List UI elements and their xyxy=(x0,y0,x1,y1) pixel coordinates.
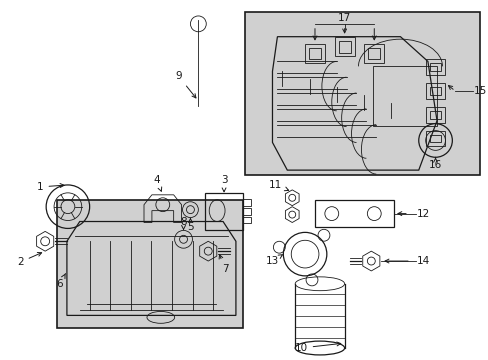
Text: 2: 2 xyxy=(17,252,41,267)
Bar xyxy=(243,208,250,215)
Bar xyxy=(308,48,320,59)
Text: 14: 14 xyxy=(416,256,429,266)
Bar xyxy=(244,12,479,175)
Bar xyxy=(314,200,393,228)
Bar xyxy=(338,41,350,53)
Bar xyxy=(334,37,354,57)
Bar xyxy=(429,87,441,95)
Bar xyxy=(429,63,441,71)
Text: 17: 17 xyxy=(337,13,350,23)
Text: 1: 1 xyxy=(37,182,64,192)
Text: 7: 7 xyxy=(219,255,228,274)
Bar xyxy=(305,44,324,63)
Text: 5: 5 xyxy=(187,219,193,233)
Bar xyxy=(429,135,441,143)
Text: 3: 3 xyxy=(220,175,227,192)
Bar xyxy=(425,131,445,147)
Bar xyxy=(243,217,250,224)
Bar xyxy=(364,44,384,63)
Text: 12: 12 xyxy=(416,208,429,219)
Bar xyxy=(429,111,441,119)
Text: 4: 4 xyxy=(153,175,162,191)
Bar xyxy=(367,48,380,59)
Bar xyxy=(243,199,250,206)
Text: 16: 16 xyxy=(428,157,441,170)
Bar xyxy=(425,107,445,123)
Text: 10: 10 xyxy=(294,342,340,353)
Text: 13: 13 xyxy=(265,255,282,266)
Bar xyxy=(205,193,243,230)
Text: 15: 15 xyxy=(473,86,487,96)
Bar xyxy=(372,66,436,126)
Text: 9: 9 xyxy=(175,71,196,98)
Bar xyxy=(425,83,445,99)
Text: 8: 8 xyxy=(180,216,186,230)
Text: 11: 11 xyxy=(268,180,288,191)
Bar xyxy=(57,200,243,328)
Text: 6: 6 xyxy=(57,274,65,289)
Bar xyxy=(425,59,445,75)
